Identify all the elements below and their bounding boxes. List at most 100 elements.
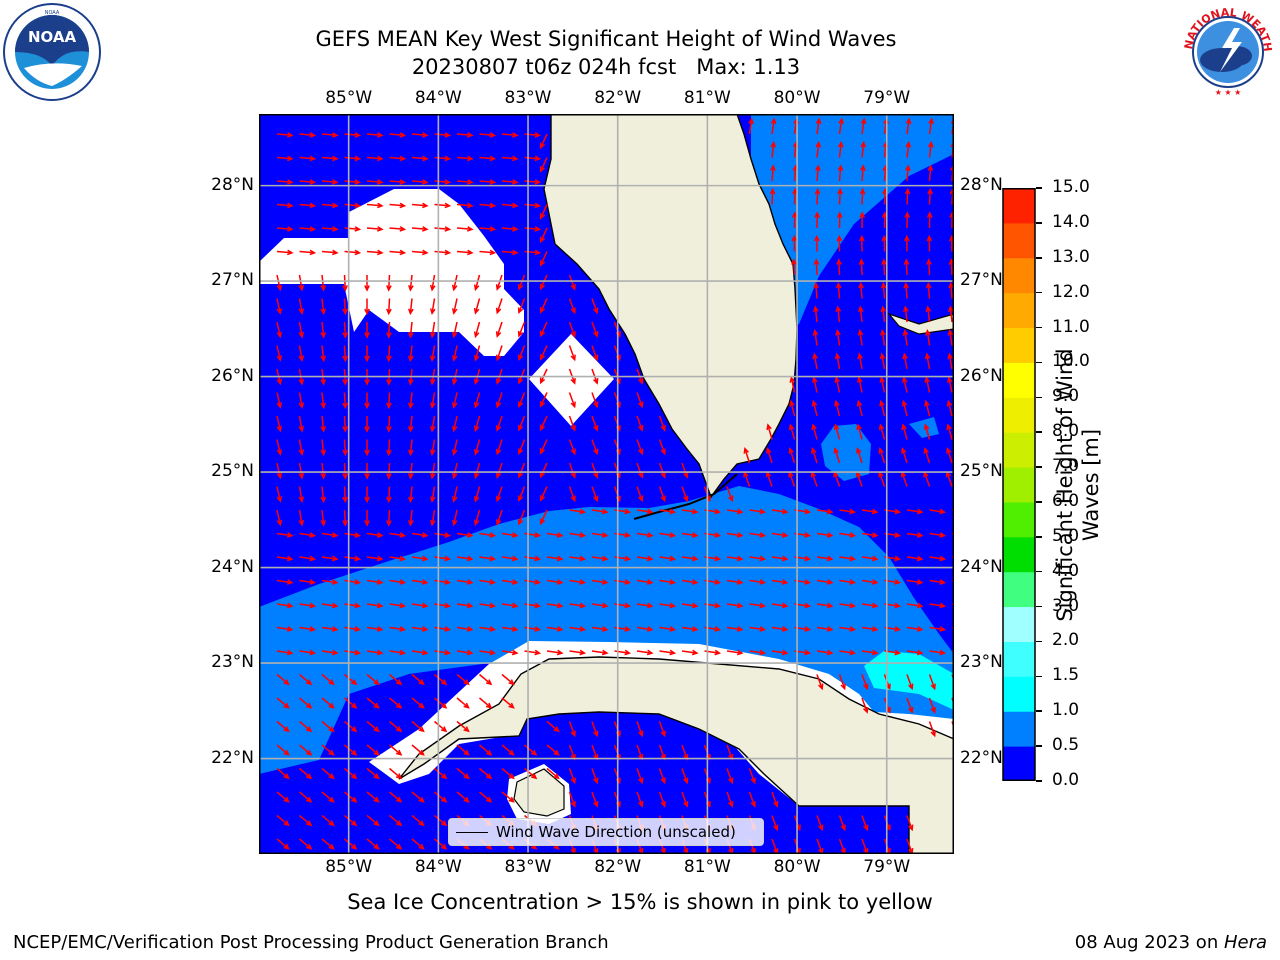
wave-arrow xyxy=(857,328,864,346)
wave-arrow xyxy=(878,447,886,464)
wave-arrow xyxy=(681,555,699,562)
wave-arrow xyxy=(770,117,777,135)
wave-arrow xyxy=(411,673,425,686)
wave-arrow xyxy=(320,509,327,527)
wave-arrow xyxy=(925,281,932,299)
wave-arrow xyxy=(546,649,564,656)
wave-arrow xyxy=(411,838,425,850)
colorbar-tick-label: 4.0 xyxy=(1052,560,1080,581)
wave-arrow xyxy=(451,439,458,456)
wave-arrow xyxy=(495,439,503,456)
wave-arrow xyxy=(429,486,436,504)
wave-arrow xyxy=(276,767,290,780)
wave-arrow xyxy=(276,179,294,185)
wave-arrow xyxy=(366,814,380,827)
wave-arrow xyxy=(788,423,796,440)
wave-arrow xyxy=(299,532,317,538)
wave-arrow xyxy=(789,376,796,393)
wave-arrow xyxy=(946,447,953,464)
lat-tick-right: 26°N xyxy=(960,365,1003,386)
lon-tick-top: 85°W xyxy=(325,88,373,108)
wave-arrow xyxy=(411,744,425,756)
wave-arrow xyxy=(928,674,936,691)
wave-arrow xyxy=(276,202,294,209)
wave-arrow xyxy=(434,579,452,585)
wave-arrow xyxy=(835,281,842,299)
wave-arrow xyxy=(524,555,542,562)
wave-arrow xyxy=(386,415,392,433)
wave-arrow xyxy=(771,791,779,808)
wave-arrow xyxy=(389,132,407,138)
wave-arrow xyxy=(411,697,425,709)
wave-arrow xyxy=(929,508,947,515)
wave-arrow xyxy=(539,298,548,314)
wave-arrow xyxy=(364,415,370,433)
wave-arrow xyxy=(539,204,548,220)
wave-arrow xyxy=(299,602,317,609)
wave-arrow xyxy=(456,249,474,256)
wave-arrow xyxy=(591,532,609,538)
wave-arrow xyxy=(659,579,677,585)
wave-arrow xyxy=(479,579,497,585)
wave-arrow xyxy=(904,211,911,229)
wave-arrow xyxy=(451,415,458,433)
wave-arrow xyxy=(342,486,348,504)
colorbar-swatch-10 xyxy=(1003,397,1035,433)
wave-arrow xyxy=(834,352,841,370)
wave-arrow xyxy=(320,274,327,292)
wave-arrow xyxy=(789,399,796,417)
wave-arrow xyxy=(770,164,776,182)
wave-arrow xyxy=(834,376,841,393)
colorbar-swatch-3 xyxy=(1003,641,1035,677)
wave-arrow xyxy=(901,423,908,440)
wave-arrow xyxy=(321,649,339,656)
wave-arrow xyxy=(539,133,548,150)
wave-arrow xyxy=(501,226,519,232)
wave-arrow xyxy=(836,258,842,276)
wave-arrow xyxy=(389,744,403,756)
wave-arrow xyxy=(276,274,283,292)
wave-arrow xyxy=(833,423,841,440)
wave-arrow xyxy=(411,155,429,162)
wave-arrow xyxy=(451,345,458,362)
wave-arrow xyxy=(539,321,548,338)
wave-arrow xyxy=(859,211,866,229)
wave-arrow xyxy=(726,486,734,503)
wave-arrow xyxy=(861,697,869,714)
wave-arrow xyxy=(636,486,644,503)
wave-arrow xyxy=(479,673,493,686)
wave-arrow xyxy=(524,579,542,585)
wave-arrow xyxy=(726,532,744,538)
colorbar-tick-mark xyxy=(1036,570,1042,573)
lat-tick-left: 26°N xyxy=(211,365,254,386)
colorbar-swatch-8 xyxy=(1003,467,1035,503)
wave-arrow xyxy=(434,179,452,185)
wave-arrow xyxy=(926,211,933,229)
wave-arrow xyxy=(947,305,954,323)
wind-wave-arrows xyxy=(276,117,954,854)
wave-arrow xyxy=(836,211,843,229)
wave-arrow xyxy=(569,579,587,585)
wave-arrow xyxy=(771,508,789,515)
wave-arrow xyxy=(568,768,576,785)
wave-arrow xyxy=(411,649,429,656)
wave-arrow xyxy=(681,462,689,479)
wave-arrow xyxy=(276,392,283,409)
wave-arrow xyxy=(546,555,564,562)
wave-arrow xyxy=(344,179,362,185)
wave-arrow xyxy=(495,392,503,409)
wave-arrow xyxy=(479,532,497,538)
wave-arrow xyxy=(276,345,283,362)
wave-arrow xyxy=(364,298,370,316)
wave-arrow xyxy=(905,140,912,158)
wave-arrow xyxy=(813,281,819,299)
wave-arrow xyxy=(429,415,436,433)
wave-arrow xyxy=(815,164,821,182)
wave-arrow xyxy=(408,345,414,363)
wave-arrow xyxy=(636,439,644,456)
wave-arrow xyxy=(434,814,448,827)
wave-arrow xyxy=(299,814,313,827)
colorbar-swatch-5 xyxy=(1003,571,1035,608)
wave-arrow xyxy=(569,649,587,656)
wave-arrow xyxy=(320,415,327,433)
